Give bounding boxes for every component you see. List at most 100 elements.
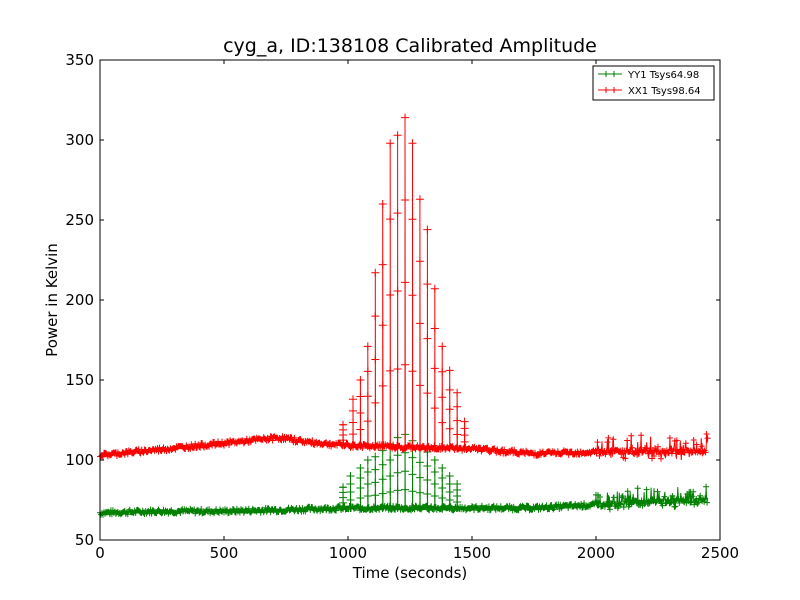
x-tick-label: 1000 [329,544,367,562]
spike-marker [460,437,469,446]
spike-marker [378,475,387,484]
y-tick-label: 300 [65,131,94,149]
spike-marker [438,418,447,427]
spike-marker [386,456,395,464]
spike-marker [371,491,380,500]
spike-marker [356,376,365,384]
spike-marker [348,430,357,439]
spike-marker [453,444,462,453]
spike-marker [438,464,447,472]
spike-marker [445,444,454,453]
spike-marker [401,278,410,287]
spike-marker [371,504,380,512]
spike-marker [371,398,380,407]
spike-marker [378,442,387,451]
spike-marker [438,484,447,492]
spike-marker [339,420,348,429]
spike-marker [401,360,410,369]
spike-marker [430,364,439,373]
spike-marker [423,476,432,484]
spike-marker [423,280,432,289]
spike-marker [408,367,417,376]
x-tick-label: 500 [210,544,239,562]
spike-marker [401,443,410,452]
spike-marker [430,443,439,452]
spike-marker [346,472,355,480]
x-tick-label: 1500 [453,544,491,562]
series-yy1 [97,430,711,518]
spike-marker [423,443,432,452]
legend-marker-yy1 [603,71,617,77]
spike-marker [371,442,380,451]
spike-marker [453,430,462,439]
spike-marker [356,474,365,482]
spike-marker [393,468,402,477]
spike-marker [393,131,402,140]
spike-marker [460,431,469,440]
spike-marker [438,474,447,482]
spike-marker [346,496,355,504]
axis-ticks: 0 500 1000 1500 2000 2500 50 100 150 200 250 300 350 [65,51,739,562]
spike-marker [346,504,355,512]
spike-marker [393,451,402,460]
spike-marker [378,381,387,390]
y-tick-label: 150 [65,371,94,389]
spike-marker [408,504,417,512]
y-tick-label: 100 [65,451,94,469]
spike-marker [401,485,410,494]
spike-marker [423,225,432,234]
spike-marker [378,200,387,208]
spike-marker [356,484,365,492]
x-axis-label: Time (seconds) [352,564,468,582]
y-tick-label: 250 [65,211,94,229]
spike-marker [393,287,402,296]
x-tick-label: 0 [95,544,105,562]
spike-marker [460,444,469,453]
spike-marker [445,424,454,433]
spike-marker [415,488,424,497]
spike-marker [453,402,462,411]
spike-marker [386,139,395,148]
y-tick-label: 200 [65,291,94,309]
spike-marker [371,268,380,277]
spike-marker [401,504,410,512]
spike-marker [438,494,447,502]
spike-marker [430,468,439,476]
spike-marker [423,389,432,398]
spike-marker [378,489,387,498]
spike-marker [415,195,424,204]
legend-frame [592,65,715,101]
spike-marker [363,456,372,464]
spike-marker [408,215,417,224]
spike-marker [445,480,454,488]
spike-marker [371,355,380,364]
spike-marker [378,321,387,330]
spike-marker [386,290,395,299]
spike-marker [363,480,372,488]
spike-marker [348,406,357,415]
spike-marker [430,324,439,333]
legend-entry-yy1: YY1 Tsys64.98 [627,70,699,81]
spike-marker [363,417,372,426]
spike-marker [430,504,439,512]
spike-marker [453,388,462,397]
spike-marker [453,480,462,488]
spike-marker [438,504,447,512]
spike-marker [408,139,417,148]
spike-marker [415,504,424,512]
spike-marker [386,472,395,480]
spike-marker [363,504,372,512]
spike-marker [363,492,372,500]
spike-marker [415,443,424,452]
spike-marker [371,452,380,461]
spike-marker [445,496,454,504]
spike-marker [438,367,447,376]
spike-marker [408,487,417,496]
spike-marker [386,488,395,496]
chart-title: cyg_a, ID:138108 Calibrated Amplitude [223,35,597,57]
y-tick-label: 50 [75,531,94,549]
spike-marker [430,404,439,413]
spike-marker [415,319,424,328]
spike-marker [415,458,424,467]
